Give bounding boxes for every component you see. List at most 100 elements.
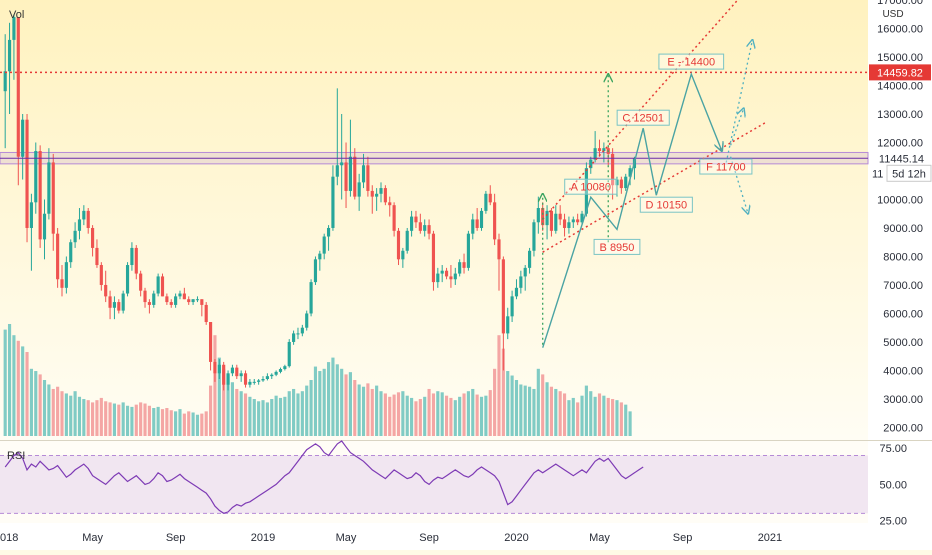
price-axis[interactable]: 2000.00 3000.00 4000.00 5000.00 6000.00 7000.… [877, 0, 923, 434]
candle-body [313, 259, 318, 283]
volume-bar [313, 366, 318, 436]
candle-body [125, 265, 130, 294]
volume-bar [497, 335, 501, 436]
price-tags: 14459.82 11445.14 11 5d 12h [869, 64, 932, 182]
candle-body [523, 267, 527, 277]
volume-bar [506, 371, 510, 436]
candle-body [624, 176, 628, 189]
candle-body [401, 250, 405, 260]
wave-label: F 11700 [706, 162, 746, 174]
volume-bar [278, 397, 283, 436]
volume-bar [139, 402, 143, 436]
wave-label-box [616, 109, 670, 126]
price-tick-label: 14000.00 [877, 80, 923, 92]
candle-body [261, 379, 265, 381]
candle-body [322, 236, 326, 254]
candle-body [152, 293, 156, 305]
candle-body [12, 17, 16, 40]
volume-bar [56, 386, 60, 436]
candle-body [191, 299, 195, 303]
candle-body [95, 247, 99, 266]
volume-bar [239, 391, 243, 436]
candle-body [270, 374, 274, 377]
volume-bar [309, 380, 313, 436]
volume-bar [536, 368, 540, 436]
price-tick-label: 13000.00 [877, 109, 923, 121]
volume-bar [42, 380, 47, 436]
wave-label: E - 14400 [667, 57, 715, 69]
volume-bar [169, 410, 173, 436]
candle-body [278, 369, 283, 372]
volume-bar [335, 364, 339, 436]
volume-bar [99, 397, 103, 436]
price-tick-label: 17000.00 [877, 0, 923, 7]
candle-body [554, 213, 558, 231]
candle-body [34, 151, 38, 203]
volume-bar [95, 400, 99, 436]
volume-bar [331, 357, 335, 436]
candle-body [296, 333, 300, 335]
volume-bar [510, 375, 514, 436]
candle-body [178, 293, 182, 297]
time-tick-label: Sep [673, 532, 693, 544]
candle-body [383, 188, 387, 203]
candle-body [217, 364, 221, 374]
candle-body [440, 270, 444, 274]
candle-body [388, 202, 392, 206]
volume-bar [287, 391, 291, 436]
volume-bar [117, 404, 121, 436]
volume-bar [501, 348, 505, 436]
wave-label-box [639, 196, 693, 213]
candlesticks [3, 14, 637, 391]
volume-bar [200, 413, 204, 436]
candle-body [418, 222, 422, 231]
volume-bars [3, 324, 632, 436]
volume-bar [204, 411, 208, 436]
candle-body [331, 176, 335, 228]
candle-body [230, 367, 234, 374]
volume-bar [195, 414, 200, 436]
volume-bar [444, 395, 449, 436]
candle-body [375, 193, 379, 197]
candle-body [611, 153, 615, 186]
volume-bar [213, 335, 217, 436]
candle-body [112, 302, 117, 308]
rsi-tick-label: 25.00 [879, 516, 907, 528]
volume-bar [584, 385, 588, 436]
candle-body [344, 162, 348, 191]
candle-body [414, 216, 418, 223]
candle-body [348, 156, 352, 191]
volume-bar [401, 391, 405, 436]
candle-body [204, 304, 208, 323]
trend-channel [542, 0, 766, 253]
candle-body [239, 373, 243, 377]
main-panel-background [0, 0, 868, 440]
volume-bar [619, 402, 623, 436]
candle-body [252, 381, 256, 383]
volume-bar [64, 393, 68, 436]
candle-body [56, 233, 60, 280]
candle-body [213, 361, 217, 374]
candle-body [104, 284, 108, 297]
price-chip-bg [869, 165, 889, 182]
volume-bar [34, 371, 38, 436]
volume-bar [38, 374, 42, 436]
volume-bar [602, 395, 606, 436]
currency-label[interactable]: USD [882, 9, 903, 20]
candle-body [335, 165, 339, 177]
rsi-axis: 25.00 50.00 75.00 [879, 443, 907, 527]
volume-bar [462, 393, 466, 436]
candle-body [235, 367, 239, 377]
rsi-tick-label: 50.00 [879, 479, 907, 491]
candle-body [423, 225, 427, 231]
candle-body [257, 380, 261, 382]
volume-bar [121, 402, 125, 436]
volume-bar [165, 408, 169, 436]
current-price-text: 11445.14 [879, 153, 924, 165]
candle-body [427, 225, 431, 234]
time-axis[interactable]: 018 May Sep 2019 May Sep 2020 May Sep 2021 [0, 532, 782, 544]
volume-bar [21, 346, 25, 436]
price-tick-label: 4000.00 [883, 365, 923, 377]
candle-body [287, 341, 291, 367]
candle-body [117, 302, 121, 311]
